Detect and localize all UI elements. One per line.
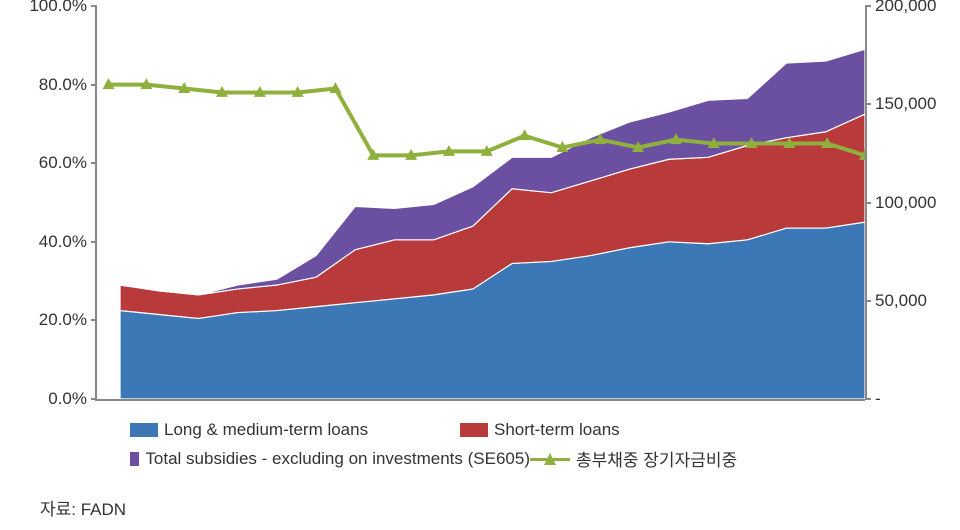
plot-area: 0.0%20.0%40.0%60.0%80.0%100.0%-50,000100… [95, 6, 865, 401]
y-left-tick-label: 80.0% [39, 75, 97, 95]
y-left-tick-label: 40.0% [39, 232, 97, 252]
y-left-tick-label: 60.0% [39, 153, 97, 173]
legend-swatch-line [530, 452, 570, 466]
y-right-tick-label: 50,000 [865, 291, 927, 311]
y-left-tick-mark [91, 319, 97, 321]
stacked-area-chart: 0.0%20.0%40.0%60.0%80.0%100.0%-50,000100… [0, 0, 960, 530]
y-right-tick-label: 200,000 [865, 0, 936, 16]
y-left-tick-label: 0.0% [48, 389, 97, 409]
chart-svg [97, 6, 865, 399]
y-left-tick-mark [91, 84, 97, 86]
legend-swatch [130, 423, 158, 437]
y-left-tick-mark [91, 241, 97, 243]
y-left-tick-mark [91, 398, 97, 400]
y-right-tick-mark [865, 103, 871, 105]
y-left-tick-label: 20.0% [39, 310, 97, 330]
y-left-tick-mark [91, 5, 97, 7]
y-left-tick-label: 100.0% [29, 0, 97, 16]
legend-swatch [130, 452, 139, 466]
legend-item-total_subsidies: Total subsidies - excluding on investmen… [130, 446, 530, 471]
legend-item-short_term_loans: Short-term loans [460, 420, 790, 440]
line-marker [519, 129, 531, 140]
legend-swatch [460, 423, 488, 437]
y-left-tick-mark [91, 162, 97, 164]
y-right-tick-mark [865, 398, 871, 400]
y-right-tick-mark [865, 202, 871, 204]
y-right-tick-label: 100,000 [865, 193, 936, 213]
legend-label: Long & medium-term loans [164, 420, 368, 440]
legend-item-ratio_long_term_of_total_debt: 총부채중 장기자금비중 [530, 446, 830, 471]
legend-label: 총부채중 장기자금비중 [576, 446, 737, 471]
legend-item-long_medium_term_loans: Long & medium-term loans [130, 420, 460, 440]
y-right-tick-label: 150,000 [865, 94, 936, 114]
source-attribution: 자료: FADN [40, 495, 126, 520]
y-right-tick-mark [865, 300, 871, 302]
legend-label: Total subsidies - excluding on investmen… [145, 449, 530, 469]
legend: Long & medium-term loans Short-term loans… [130, 420, 890, 477]
y-right-tick-mark [865, 5, 871, 7]
legend-label: Short-term loans [494, 420, 620, 440]
